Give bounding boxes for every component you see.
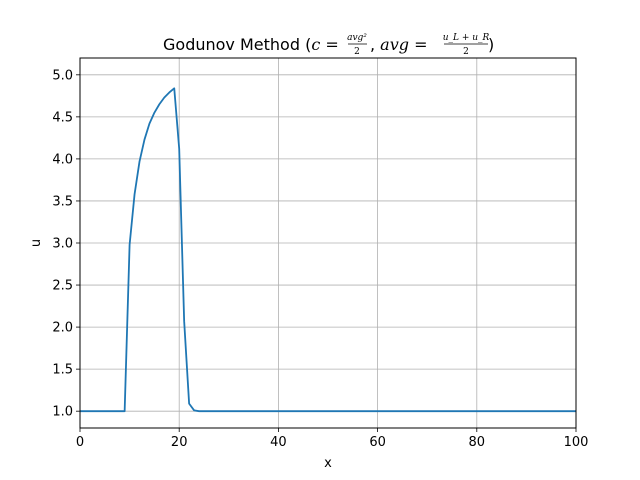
y-tick-label: 1.5 [52,363,73,378]
x-tick-label: 100 [564,435,589,450]
title-separator: , [370,35,380,54]
title-c-eq: c = [311,35,338,54]
title-c-denominator: 2 [354,47,360,57]
x-tick-label: 0 [76,435,84,450]
x-tick-label: 80 [469,435,486,450]
x-axis-ticks: 0 20 40 60 80 100 [76,428,589,450]
x-axis-label: x [324,456,332,471]
title-prefix: Godunov Method ( [163,35,311,54]
series-layer [80,87,576,413]
y-tick-label: 3.5 [52,194,73,209]
title-avg-denominator: 2 [463,47,469,57]
chart-title: Godunov Method (c = avg² 2 , avg = u_L +… [163,33,494,57]
title-c-numerator: avg² [347,33,367,43]
y-tick-label: 3.0 [52,237,73,252]
series-line [80,87,576,413]
y-tick-label: 5.0 [52,68,73,83]
svg-text:, avg =: , avg = [370,35,427,54]
y-tick-label: 2.5 [52,279,73,294]
title-suffix: ) [488,35,494,54]
svg-text:): ) [488,35,494,54]
x-tick-label: 40 [270,435,287,450]
y-tick-label: 1.0 [52,405,73,420]
title-avg-eq: avg = [380,35,427,54]
svg-text:Godunov Method (c =: Godunov Method (c = [163,35,339,54]
y-tick-label: 4.0 [52,152,73,167]
x-tick-label: 60 [369,435,386,450]
title-avg-numerator: u_L + u_R [443,33,490,43]
y-axis-label: u [29,239,44,247]
y-tick-label: 2.0 [52,321,73,336]
y-tick-label: 4.5 [52,110,73,125]
x-tick-label: 20 [171,435,188,450]
y-axis-ticks: 1.0 1.5 2.0 2.5 3.0 3.5 4.0 4.5 5.0 [52,68,80,420]
